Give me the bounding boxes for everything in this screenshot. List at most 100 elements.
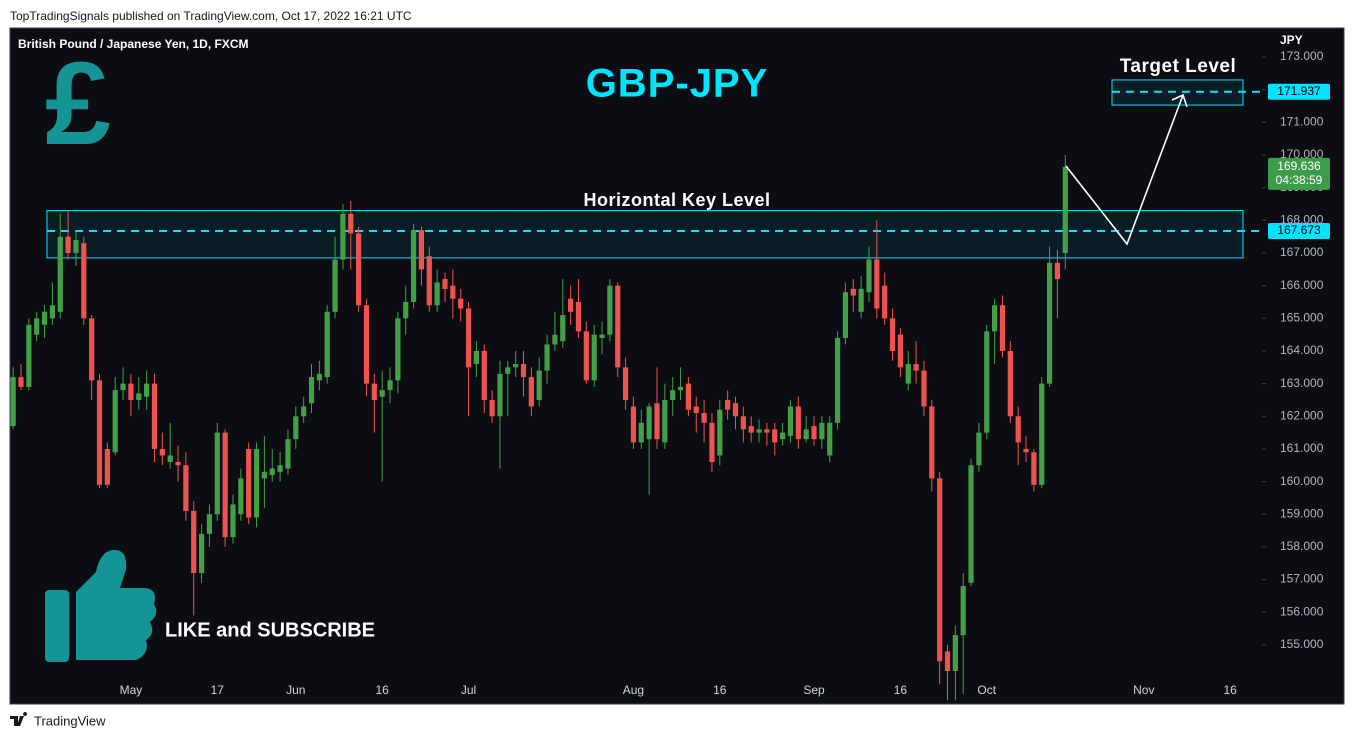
candle-body xyxy=(513,364,519,368)
x-tick-label: Oct xyxy=(977,683,996,697)
y-tick-label: 166.000 xyxy=(1280,278,1324,292)
y-tick-label: 167.000 xyxy=(1280,245,1324,259)
candle-body xyxy=(968,465,974,583)
brand-name: TradingView xyxy=(34,713,106,728)
thumb-cuff xyxy=(45,590,69,662)
y-tick-label: 168.000 xyxy=(1280,213,1324,227)
candle-body xyxy=(269,468,275,476)
candle-body xyxy=(128,383,134,400)
y-tick-label: 159.000 xyxy=(1280,506,1324,520)
candle-body xyxy=(96,380,103,485)
candle-body xyxy=(332,259,338,312)
candle-body xyxy=(795,406,801,440)
x-tick-label: 16 xyxy=(375,683,389,697)
candle-body xyxy=(465,308,472,368)
candle-body xyxy=(913,364,919,371)
candle-body xyxy=(787,406,794,436)
candle-body xyxy=(929,406,935,479)
candle-body xyxy=(646,406,652,440)
candle-body xyxy=(442,279,448,289)
y-tick-label: 165.000 xyxy=(1280,310,1324,324)
candle-body xyxy=(693,406,699,414)
candle-body xyxy=(748,426,754,433)
candle-body xyxy=(159,448,165,456)
candle-body xyxy=(356,233,362,306)
candle-body xyxy=(952,635,958,671)
candle-body xyxy=(434,282,440,306)
candle-body xyxy=(81,243,87,319)
candle-body xyxy=(26,324,32,387)
candle-body xyxy=(772,429,778,443)
candle-body xyxy=(882,285,888,319)
currency-label: JPY xyxy=(1280,33,1303,47)
candle-body xyxy=(144,383,150,397)
candle-body xyxy=(120,383,126,391)
y-tick-label: 162.000 xyxy=(1280,408,1324,422)
price-label: 171.937 xyxy=(1277,84,1321,98)
level-caption: Horizontal Key Level xyxy=(583,190,770,210)
candle-body xyxy=(921,370,927,407)
candle-body xyxy=(701,413,707,423)
candle-body xyxy=(89,318,95,381)
candle-body xyxy=(575,301,582,332)
candle-body xyxy=(780,432,786,440)
candle-body xyxy=(363,305,370,384)
x-tick-label: Jun xyxy=(286,683,305,697)
candle-body xyxy=(151,383,158,449)
y-tick-label: 164.000 xyxy=(1280,343,1324,357)
candle-body xyxy=(1023,448,1029,453)
x-tick-label: Aug xyxy=(623,683,644,697)
candle-body xyxy=(976,432,982,466)
last-price-box xyxy=(1268,157,1330,190)
candle-body xyxy=(740,416,746,430)
candle-body xyxy=(536,370,542,400)
candle-body xyxy=(167,455,173,462)
candle-body xyxy=(1015,416,1021,443)
candle-body xyxy=(960,586,966,636)
candle-body xyxy=(607,285,613,335)
candle-body xyxy=(858,288,864,312)
chart-frame xyxy=(9,27,1345,705)
y-tick-label: 156.000 xyxy=(1280,604,1324,618)
footer: TradingView xyxy=(10,712,106,728)
candle-body xyxy=(630,406,637,443)
candle-body xyxy=(293,416,299,440)
candle-body xyxy=(654,403,660,440)
candle-body xyxy=(285,439,291,469)
projection-arrowhead xyxy=(1171,93,1188,108)
candle-body xyxy=(104,448,110,485)
candle-body xyxy=(198,533,205,574)
x-tick-label: Nov xyxy=(1133,683,1154,697)
y-tick-label: 160.000 xyxy=(1280,474,1324,488)
candle-body xyxy=(622,367,629,400)
candle-body xyxy=(850,288,856,296)
candle-body xyxy=(732,403,739,417)
candle-body xyxy=(458,298,464,309)
y-tick-label: 173.000 xyxy=(1280,49,1324,63)
candle-body xyxy=(387,380,393,391)
candle-body xyxy=(819,422,825,440)
candle-body xyxy=(34,318,40,335)
candle-body xyxy=(473,350,479,365)
candle-body xyxy=(379,390,385,397)
candle-body xyxy=(41,311,48,325)
symbol-info: British Pound / Japanese Yen, 1D, FXCM xyxy=(18,37,249,51)
candle-body xyxy=(112,390,118,453)
candle-body xyxy=(591,334,597,381)
candle-body xyxy=(308,377,315,404)
candle-body xyxy=(183,465,189,511)
x-tick-label: Jul xyxy=(461,683,476,697)
candle-body xyxy=(544,344,550,371)
published-note: TopTradingSignals published on TradingVi… xyxy=(10,9,412,23)
candle-body xyxy=(615,285,621,368)
candle-body xyxy=(662,399,668,443)
price-label-box xyxy=(1268,83,1330,100)
candle-body xyxy=(866,259,872,293)
candle-body xyxy=(395,318,401,381)
candle-body xyxy=(10,377,16,427)
candle-body xyxy=(1062,166,1068,253)
candle-body xyxy=(410,230,417,302)
candle-body xyxy=(301,406,307,417)
candle-body xyxy=(49,305,55,319)
candle-body xyxy=(261,471,267,479)
